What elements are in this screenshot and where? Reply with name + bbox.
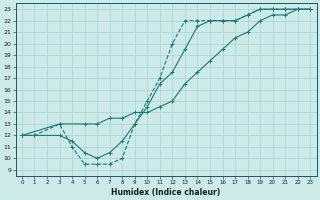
- X-axis label: Humidex (Indice chaleur): Humidex (Indice chaleur): [111, 188, 221, 197]
